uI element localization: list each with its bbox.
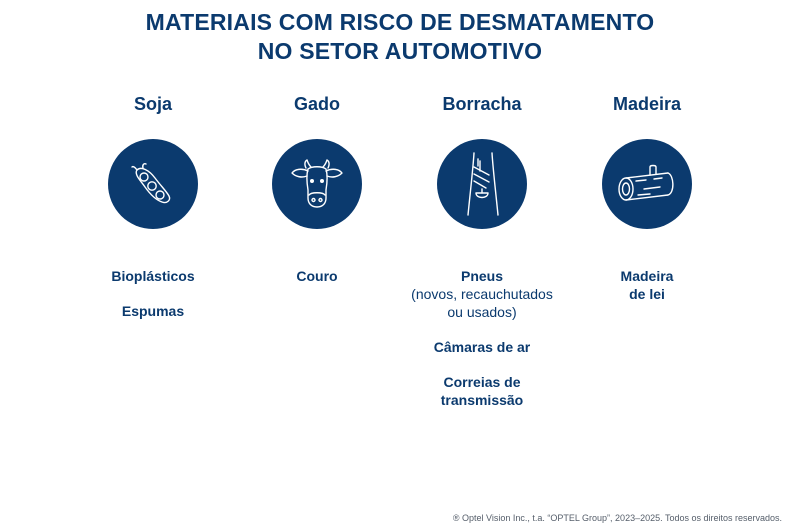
borracha-circle: [437, 139, 527, 229]
item-correias-line-2: transmissão: [440, 392, 524, 408]
item-camaras-de-ar: Câmaras de ar: [433, 339, 531, 355]
borracha-items: Pneus (novos, recauchutados ou usados) C…: [402, 267, 562, 409]
soybean-pod-icon: [131, 163, 171, 204]
gado-circle: [272, 139, 362, 229]
madeira-circle: [602, 139, 692, 229]
madeira-items: Madeira de lei: [567, 267, 727, 303]
item-correias-line-1: Correias de: [443, 374, 521, 390]
rubber-tree-tap-icon: [467, 152, 499, 216]
column-title-madeira: Madeira: [612, 94, 682, 114]
log-icon: [618, 164, 674, 201]
column-gado: Gado Couro: [237, 92, 397, 302]
item-pneus-label: Pneus: [460, 268, 503, 284]
soja-circle: [108, 139, 198, 229]
column-title-gado: Gado: [293, 94, 340, 114]
column-title-borracha: Borracha: [442, 94, 522, 114]
item-madeira-line-2: de lei: [629, 286, 665, 302]
item-correias: Correias de transmissão: [402, 373, 562, 409]
item-espumas: Espumas: [121, 303, 185, 319]
column-soja: Soja Bioplásticos Espumas: [73, 92, 233, 337]
page-title: MATERIAIS COM RISCO DE DESMATAMENTO NO S…: [0, 8, 800, 66]
column-madeira: Madeira Madeira de lei: [567, 92, 727, 320]
item-bioplasticos: Bioplásticos: [111, 268, 195, 284]
soja-items: Bioplásticos Espumas: [73, 267, 233, 320]
title-line-1: MATERIAIS COM RISCO DE DESMATAMENTO: [145, 9, 655, 35]
column-borracha: Borracha Pneus (novos, recauchutados ou …: [402, 92, 562, 426]
title-line-2: NO SETOR AUTOMOTIVO: [257, 38, 543, 64]
item-pneus: Pneus (novos, recauchutados ou usados): [402, 267, 562, 321]
copyright-footer: ® Optel Vision Inc., t.a. “OPTEL Group”,…: [452, 513, 782, 523]
column-title-soja: Soja: [133, 94, 172, 114]
gado-items: Couro: [237, 267, 397, 285]
item-madeira-line-1: Madeira: [620, 268, 674, 284]
item-madeira-de-lei: Madeira de lei: [567, 267, 727, 303]
cow-head-icon: [291, 159, 343, 208]
item-pneus-detail-1: (novos, recauchutados: [411, 286, 553, 302]
item-pneus-detail-2: ou usados): [447, 304, 517, 320]
item-couro: Couro: [296, 268, 338, 284]
